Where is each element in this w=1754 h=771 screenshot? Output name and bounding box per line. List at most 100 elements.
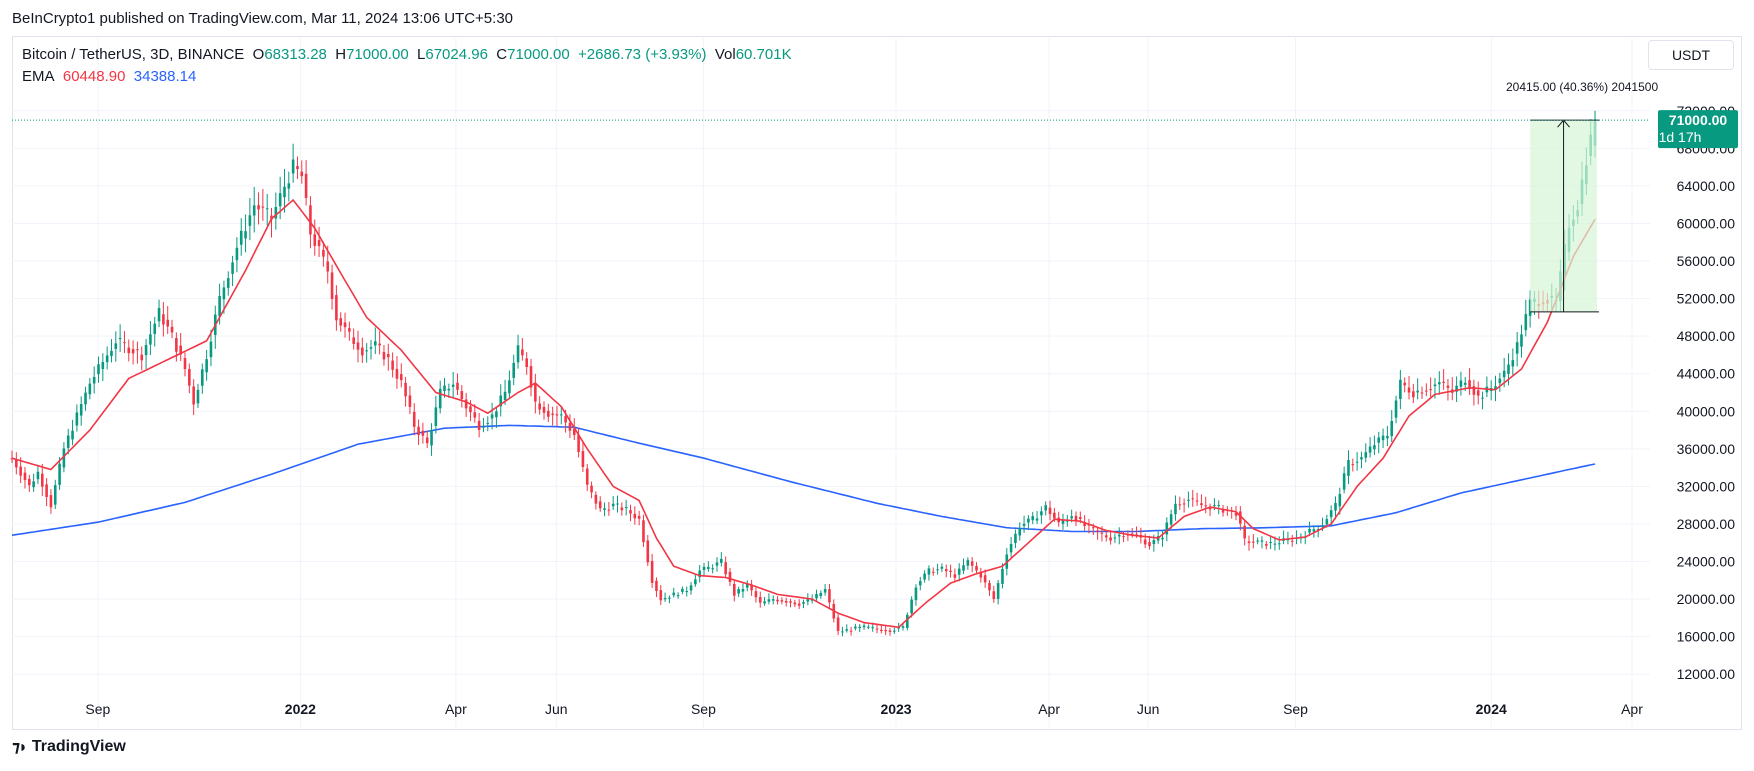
candle-body	[1524, 314, 1528, 331]
candle-body	[231, 262, 234, 274]
ema-long-path	[11, 424, 1596, 536]
y-tick-label: 40000.00	[1677, 403, 1736, 419]
candle-body	[1009, 543, 1013, 553]
candle-body	[996, 583, 1000, 599]
candle-body	[720, 558, 723, 563]
candle-body	[547, 410, 550, 417]
candle-body	[1463, 382, 1467, 385]
candle-body	[698, 570, 701, 578]
symbol-title[interactable]: Bitcoin / TetherUS, 3D, BINANCE	[22, 46, 245, 63]
ema-label[interactable]: EMA	[22, 68, 55, 85]
candle-body	[136, 349, 139, 351]
candle-body	[425, 437, 429, 444]
candle-body	[1022, 523, 1026, 526]
candle-body	[1074, 515, 1078, 522]
candle-body	[918, 581, 922, 586]
candle-body	[235, 247, 239, 261]
candle-body	[564, 416, 567, 423]
candle-body	[1347, 460, 1350, 476]
candle-body	[745, 583, 749, 588]
candle-body	[616, 503, 619, 505]
volume-label: Vol	[714, 46, 736, 63]
candle-body	[676, 595, 680, 597]
candle-body	[815, 594, 818, 599]
candle-body	[957, 568, 961, 575]
tradingview-logo[interactable]: ⁊◗ TradingView	[12, 737, 126, 757]
price-axis[interactable]: 12000.00 16000.00 20000.00 24000.00 28000.00…	[1677, 103, 1736, 682]
high-value: 71000.00	[346, 46, 409, 63]
high-label: H	[335, 46, 347, 63]
candle-body	[521, 349, 524, 356]
candle-body	[637, 515, 641, 519]
candle-body	[183, 358, 187, 370]
y-tick-label: 32000.00	[1677, 478, 1736, 494]
candle-body	[516, 345, 520, 363]
candle-body	[758, 597, 762, 603]
candle-body	[1377, 437, 1381, 443]
candle-body	[1195, 500, 1199, 502]
candle-body	[1455, 385, 1458, 392]
x-tick-label: 2022	[285, 701, 316, 717]
candle-body	[274, 207, 278, 219]
ema-short-value: 60448.90	[62, 68, 126, 85]
candle-body	[1416, 390, 1419, 393]
candle-body	[365, 350, 368, 352]
candle-body	[430, 430, 433, 446]
candle-body	[642, 520, 645, 543]
candle-body	[867, 626, 870, 628]
candle-body	[979, 571, 983, 578]
candle-body	[1403, 382, 1406, 386]
candle-body	[469, 406, 472, 413]
candle-body	[1247, 541, 1251, 544]
candle-body	[1165, 522, 1169, 535]
candle-body	[170, 326, 174, 333]
measure-tool[interactable]: 20415.00 (40.36%) 2041500	[1506, 80, 1658, 313]
price-tag-box	[1658, 110, 1738, 149]
currency-button[interactable]: USDT	[1648, 40, 1734, 70]
candle-body	[477, 420, 481, 430]
candle-body	[1364, 452, 1368, 458]
candle-body	[789, 601, 792, 603]
candle-body	[1468, 380, 1471, 390]
candle-body	[309, 205, 312, 235]
candle-body	[464, 399, 468, 409]
close-value: 71000.00	[507, 46, 570, 63]
candle-body	[335, 295, 338, 321]
candle-body	[1234, 513, 1238, 516]
candle-body	[490, 414, 494, 419]
ema-row: EMA 60448.90 34388.14	[22, 66, 792, 88]
candle-body	[875, 628, 879, 630]
candle-body	[681, 588, 684, 592]
y-tick-label: 48000.00	[1677, 328, 1736, 344]
candle-body	[105, 355, 109, 363]
candle-body	[702, 566, 706, 570]
candle-body	[421, 430, 425, 436]
candle-body	[598, 501, 602, 509]
time-axis[interactable]: Sep 2022 Apr Jun Sep 2023 Apr Jun Sep 2024 Apr	[85, 701, 1643, 717]
y-tick-label: 44000.00	[1677, 366, 1736, 382]
x-tick-label: Sep	[691, 701, 716, 717]
candle-body	[741, 589, 745, 592]
candle-body	[343, 322, 347, 328]
candle-body	[1040, 511, 1043, 516]
candle-body	[192, 386, 195, 405]
x-tick-label: Jun	[1137, 701, 1160, 717]
y-tick-label: 52000.00	[1677, 291, 1736, 307]
candle-body	[1507, 364, 1510, 374]
candle-body	[1053, 512, 1056, 519]
candle-body	[352, 337, 355, 344]
candle-body	[1277, 543, 1281, 545]
candle-body	[871, 627, 874, 629]
candle-body	[793, 602, 797, 605]
candle-body	[322, 249, 325, 257]
candle-body	[711, 568, 714, 570]
candle-body	[750, 584, 753, 591]
candle-body	[953, 574, 957, 578]
candle-body	[819, 592, 823, 596]
candle-body	[23, 472, 27, 481]
candle-body	[529, 366, 533, 388]
candle-body	[153, 323, 157, 334]
candle-body	[888, 630, 892, 633]
candle-body	[931, 571, 935, 573]
